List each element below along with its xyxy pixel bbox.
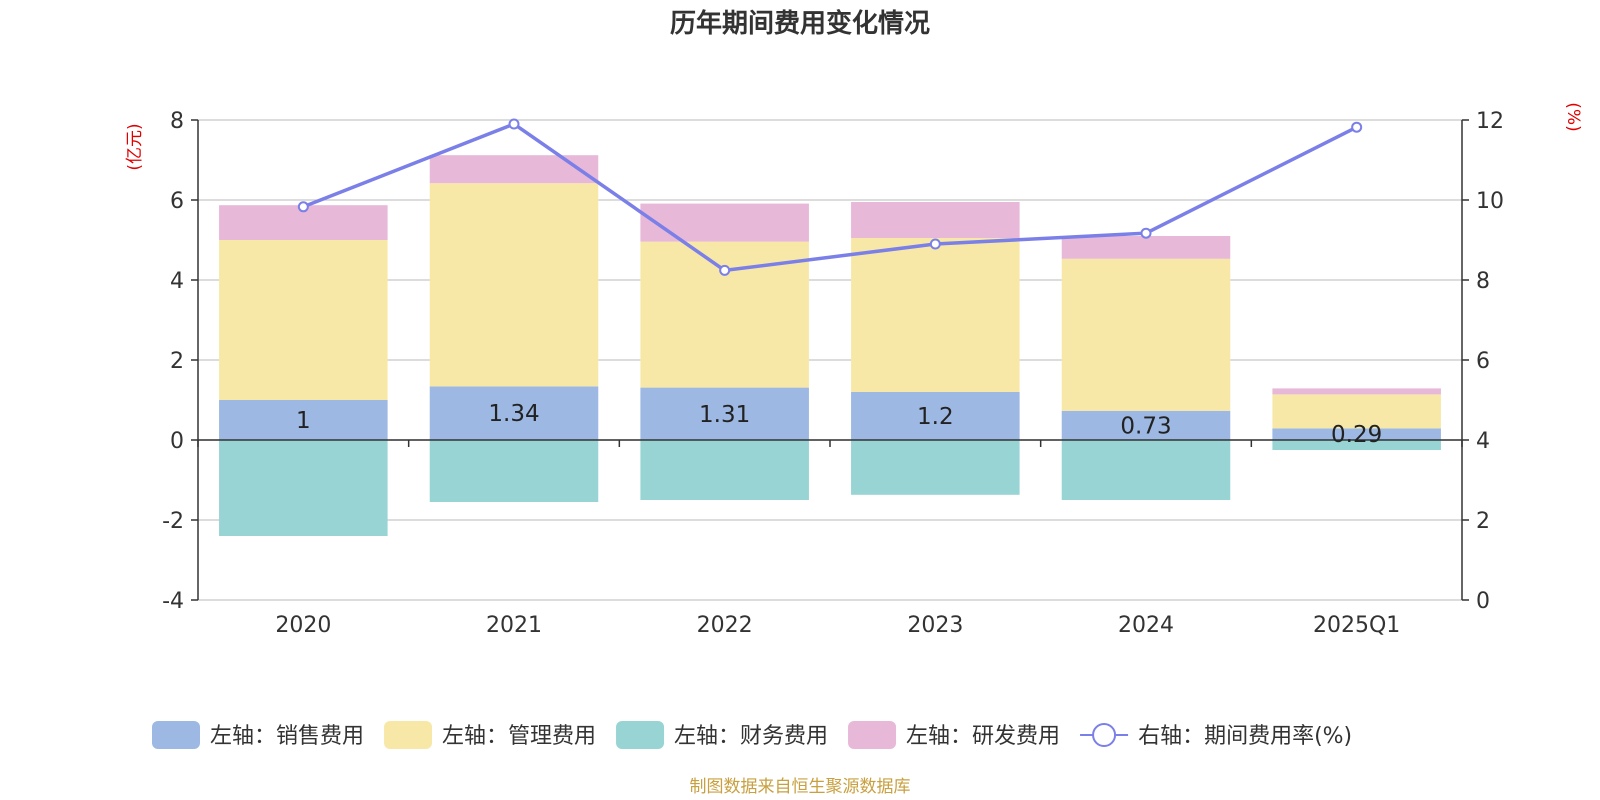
bar-segment — [1061, 440, 1231, 500]
legend: 左轴：销售费用 左轴：管理费用 左轴：财务费用 左轴：研发费用 右轴：期间费用率(%) — [152, 721, 1352, 749]
legend-label: 左轴：销售费用 — [210, 724, 364, 749]
bar-segment — [219, 240, 388, 400]
bar-segment — [1061, 410, 1231, 440]
bar-segment — [640, 203, 809, 242]
bar-segment — [1272, 388, 1441, 395]
bar-segment — [851, 238, 1020, 392]
bar-segment — [429, 183, 599, 387]
data-label: 0.73 — [1120, 413, 1171, 439]
right-axis-tick-label: 10 — [1476, 189, 1504, 214]
bar-segment — [851, 392, 1020, 440]
right-axis-unit-label: (%) — [1563, 102, 1583, 131]
data-labels: 1 1.34 1.31 1.2 0.73 0.29 — [296, 401, 1382, 448]
bar-segment — [1061, 236, 1231, 259]
legend-swatch — [152, 721, 200, 749]
left-axis-tick-label: 4 — [170, 269, 184, 294]
legend-label: 右轴：期间费用率(%) — [1138, 724, 1352, 749]
rate-point — [1140, 227, 1152, 239]
data-label: 0.29 — [1331, 422, 1382, 448]
legend-swatch — [616, 721, 665, 749]
legend-swatch — [384, 721, 433, 749]
bar-segment — [429, 155, 599, 184]
right-axis-tick-label: 4 — [1476, 429, 1490, 454]
bar-segment — [219, 440, 388, 536]
data-label: 1.31 — [699, 402, 750, 428]
left-axis-tick-label: -2 — [162, 509, 184, 534]
x-axis-tick-label: 2021 — [486, 613, 542, 638]
left-axis-unit-label: (亿元) — [125, 123, 145, 170]
left-axis-tick-label: -4 — [162, 589, 184, 614]
right-axis-tick-label: 8 — [1476, 269, 1490, 294]
bar-segment — [640, 387, 809, 440]
rate-point — [719, 264, 731, 276]
right-axis-tick-label: 2 — [1476, 509, 1490, 534]
bar-segment — [1272, 428, 1441, 440]
rate-point — [297, 201, 309, 213]
bar-segment — [219, 400, 388, 440]
x-axis-tick-label: 2025Q1 — [1313, 613, 1400, 638]
left-axis-tick-label: 2 — [170, 349, 184, 374]
rate-line — [297, 118, 1363, 276]
bar-segment — [851, 202, 1020, 238]
data-label: 1 — [296, 408, 311, 434]
right-axis-tick-label: 12 — [1476, 109, 1504, 134]
source-note: 制图数据来自恒生聚源数据库 — [690, 777, 911, 797]
x-axis-tick-label: 2022 — [697, 613, 753, 638]
left-axis-tick-label: 0 — [170, 429, 184, 454]
x-axis-tick-label: 2023 — [907, 613, 963, 638]
bar-segment — [429, 440, 599, 502]
legend-marker — [1092, 723, 1117, 747]
data-label: 1.34 — [488, 401, 539, 427]
legend-label: 左轴：财务费用 — [674, 724, 828, 749]
x-axis-tick-label: 2020 — [275, 613, 331, 638]
rate-point — [508, 118, 520, 130]
rate-point — [929, 238, 941, 250]
rate-line-path — [302, 122, 1358, 273]
legend-label: 左轴：研发费用 — [906, 724, 1060, 749]
chart-title: 历年期间费用变化情况 — [670, 8, 930, 39]
left-axis-tick-label: 8 — [170, 109, 184, 134]
left-axis-tick-label: 6 — [170, 189, 184, 214]
right-axis-tick-label: 6 — [1476, 349, 1490, 374]
x-axis-tick-label: 2024 — [1118, 613, 1174, 638]
bar-segment — [851, 440, 1020, 495]
bar-segment — [1272, 440, 1441, 450]
bar-segment — [640, 440, 809, 500]
axes: -4 -2 0 2 4 6 8 0 2 4 6 8 10 12 2020 2021 2022 2023 2024 20… — [162, 109, 1504, 638]
bar-segment — [1272, 394, 1441, 429]
legend-label: 左轴：管理费用 — [442, 724, 596, 749]
legend-swatch — [848, 721, 897, 749]
right-axis-tick-label: 0 — [1476, 589, 1490, 614]
bars — [219, 155, 1441, 536]
data-label: 1.2 — [917, 404, 954, 430]
bar-segment — [429, 386, 599, 440]
rate-point — [1351, 121, 1363, 133]
bar-segment — [1061, 258, 1231, 411]
